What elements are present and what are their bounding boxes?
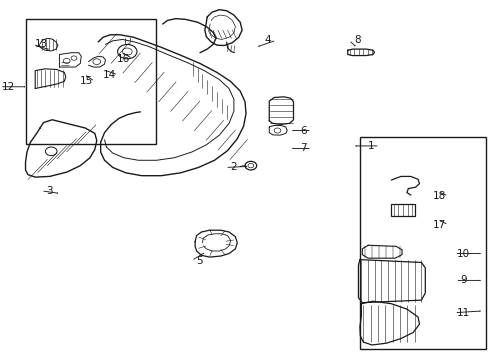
Text: 3: 3 bbox=[46, 186, 53, 196]
Text: 16: 16 bbox=[117, 54, 130, 64]
Text: 18: 18 bbox=[432, 191, 446, 201]
Text: 8: 8 bbox=[353, 35, 360, 45]
Text: 6: 6 bbox=[299, 126, 306, 135]
Text: 15: 15 bbox=[80, 76, 93, 86]
Text: 11: 11 bbox=[456, 308, 469, 318]
Bar bbox=[390, 204, 414, 216]
Text: 2: 2 bbox=[230, 162, 237, 172]
Bar bbox=[359, 137, 485, 348]
Text: 13: 13 bbox=[35, 40, 48, 49]
Bar bbox=[25, 19, 156, 144]
Text: 4: 4 bbox=[264, 35, 270, 45]
Text: 12: 12 bbox=[2, 82, 15, 92]
Text: 1: 1 bbox=[367, 141, 374, 151]
Text: 5: 5 bbox=[196, 256, 203, 266]
Text: 14: 14 bbox=[102, 70, 116, 80]
Text: 10: 10 bbox=[456, 248, 468, 258]
Text: 9: 9 bbox=[460, 275, 467, 285]
Text: 17: 17 bbox=[432, 220, 446, 230]
Text: 7: 7 bbox=[299, 143, 306, 153]
